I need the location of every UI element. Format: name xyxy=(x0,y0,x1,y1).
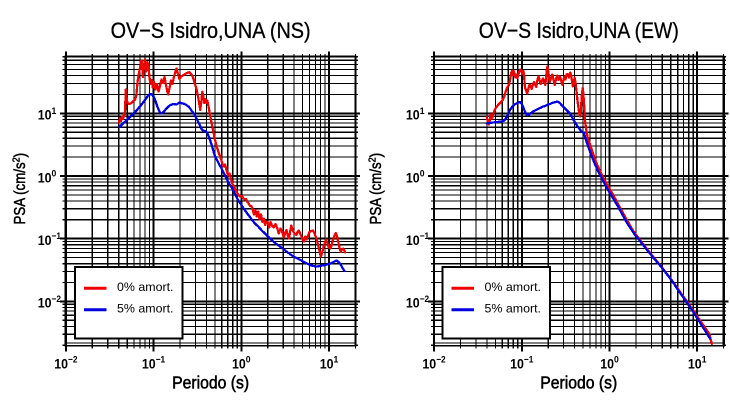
svg-text:−2: −2 xyxy=(420,294,430,305)
svg-text:10: 10 xyxy=(54,355,68,371)
svg-text:1: 1 xyxy=(702,355,707,366)
svg-text:10: 10 xyxy=(38,232,52,248)
svg-text:10: 10 xyxy=(38,107,52,123)
svg-text:OV−S Isidro,UNA (NS): OV−S Isidro,UNA (NS) xyxy=(111,18,311,43)
svg-text:−1: −1 xyxy=(52,231,62,242)
svg-text:5% amort.: 5% amort. xyxy=(117,301,173,315)
svg-text:10: 10 xyxy=(232,355,246,371)
svg-text:10: 10 xyxy=(600,355,614,371)
svg-text:−1: −1 xyxy=(420,231,430,242)
svg-text:−2: −2 xyxy=(68,355,78,366)
svg-text:−1: −1 xyxy=(156,355,166,366)
svg-text:Periodo (s): Periodo (s) xyxy=(540,373,617,393)
svg-text:0: 0 xyxy=(246,355,251,366)
svg-text:10: 10 xyxy=(38,295,52,311)
svg-text:10: 10 xyxy=(320,355,334,371)
svg-text:10: 10 xyxy=(406,295,420,311)
svg-text:10: 10 xyxy=(510,355,524,371)
svg-text:−2: −2 xyxy=(436,355,446,366)
svg-text:Periodo (s): Periodo (s) xyxy=(172,373,249,393)
svg-text:10: 10 xyxy=(142,355,156,371)
svg-text:OV−S Isidro,UNA (EW): OV−S Isidro,UNA (EW) xyxy=(479,18,679,43)
svg-text:10: 10 xyxy=(406,169,420,185)
svg-text:0: 0 xyxy=(52,169,57,180)
svg-text:10: 10 xyxy=(422,355,436,371)
svg-text:−1: −1 xyxy=(524,355,534,366)
svg-text:PSA (cm/s2): PSA (cm/s2) xyxy=(11,153,29,225)
svg-text:1: 1 xyxy=(52,106,57,117)
svg-text:10: 10 xyxy=(38,169,52,185)
svg-text:PSA (cm/s2): PSA (cm/s2) xyxy=(367,153,385,225)
svg-text:1: 1 xyxy=(334,355,339,366)
svg-text:10: 10 xyxy=(406,107,420,123)
svg-text:0% amort.: 0% amort. xyxy=(485,280,541,294)
svg-text:1: 1 xyxy=(420,106,425,117)
svg-text:0% amort.: 0% amort. xyxy=(117,280,173,294)
svg-text:−2: −2 xyxy=(52,294,62,305)
svg-text:5% amort.: 5% amort. xyxy=(485,301,541,315)
svg-text:0: 0 xyxy=(614,355,619,366)
svg-text:10: 10 xyxy=(688,355,702,371)
svg-text:0: 0 xyxy=(420,169,425,180)
svg-text:10: 10 xyxy=(406,232,420,248)
